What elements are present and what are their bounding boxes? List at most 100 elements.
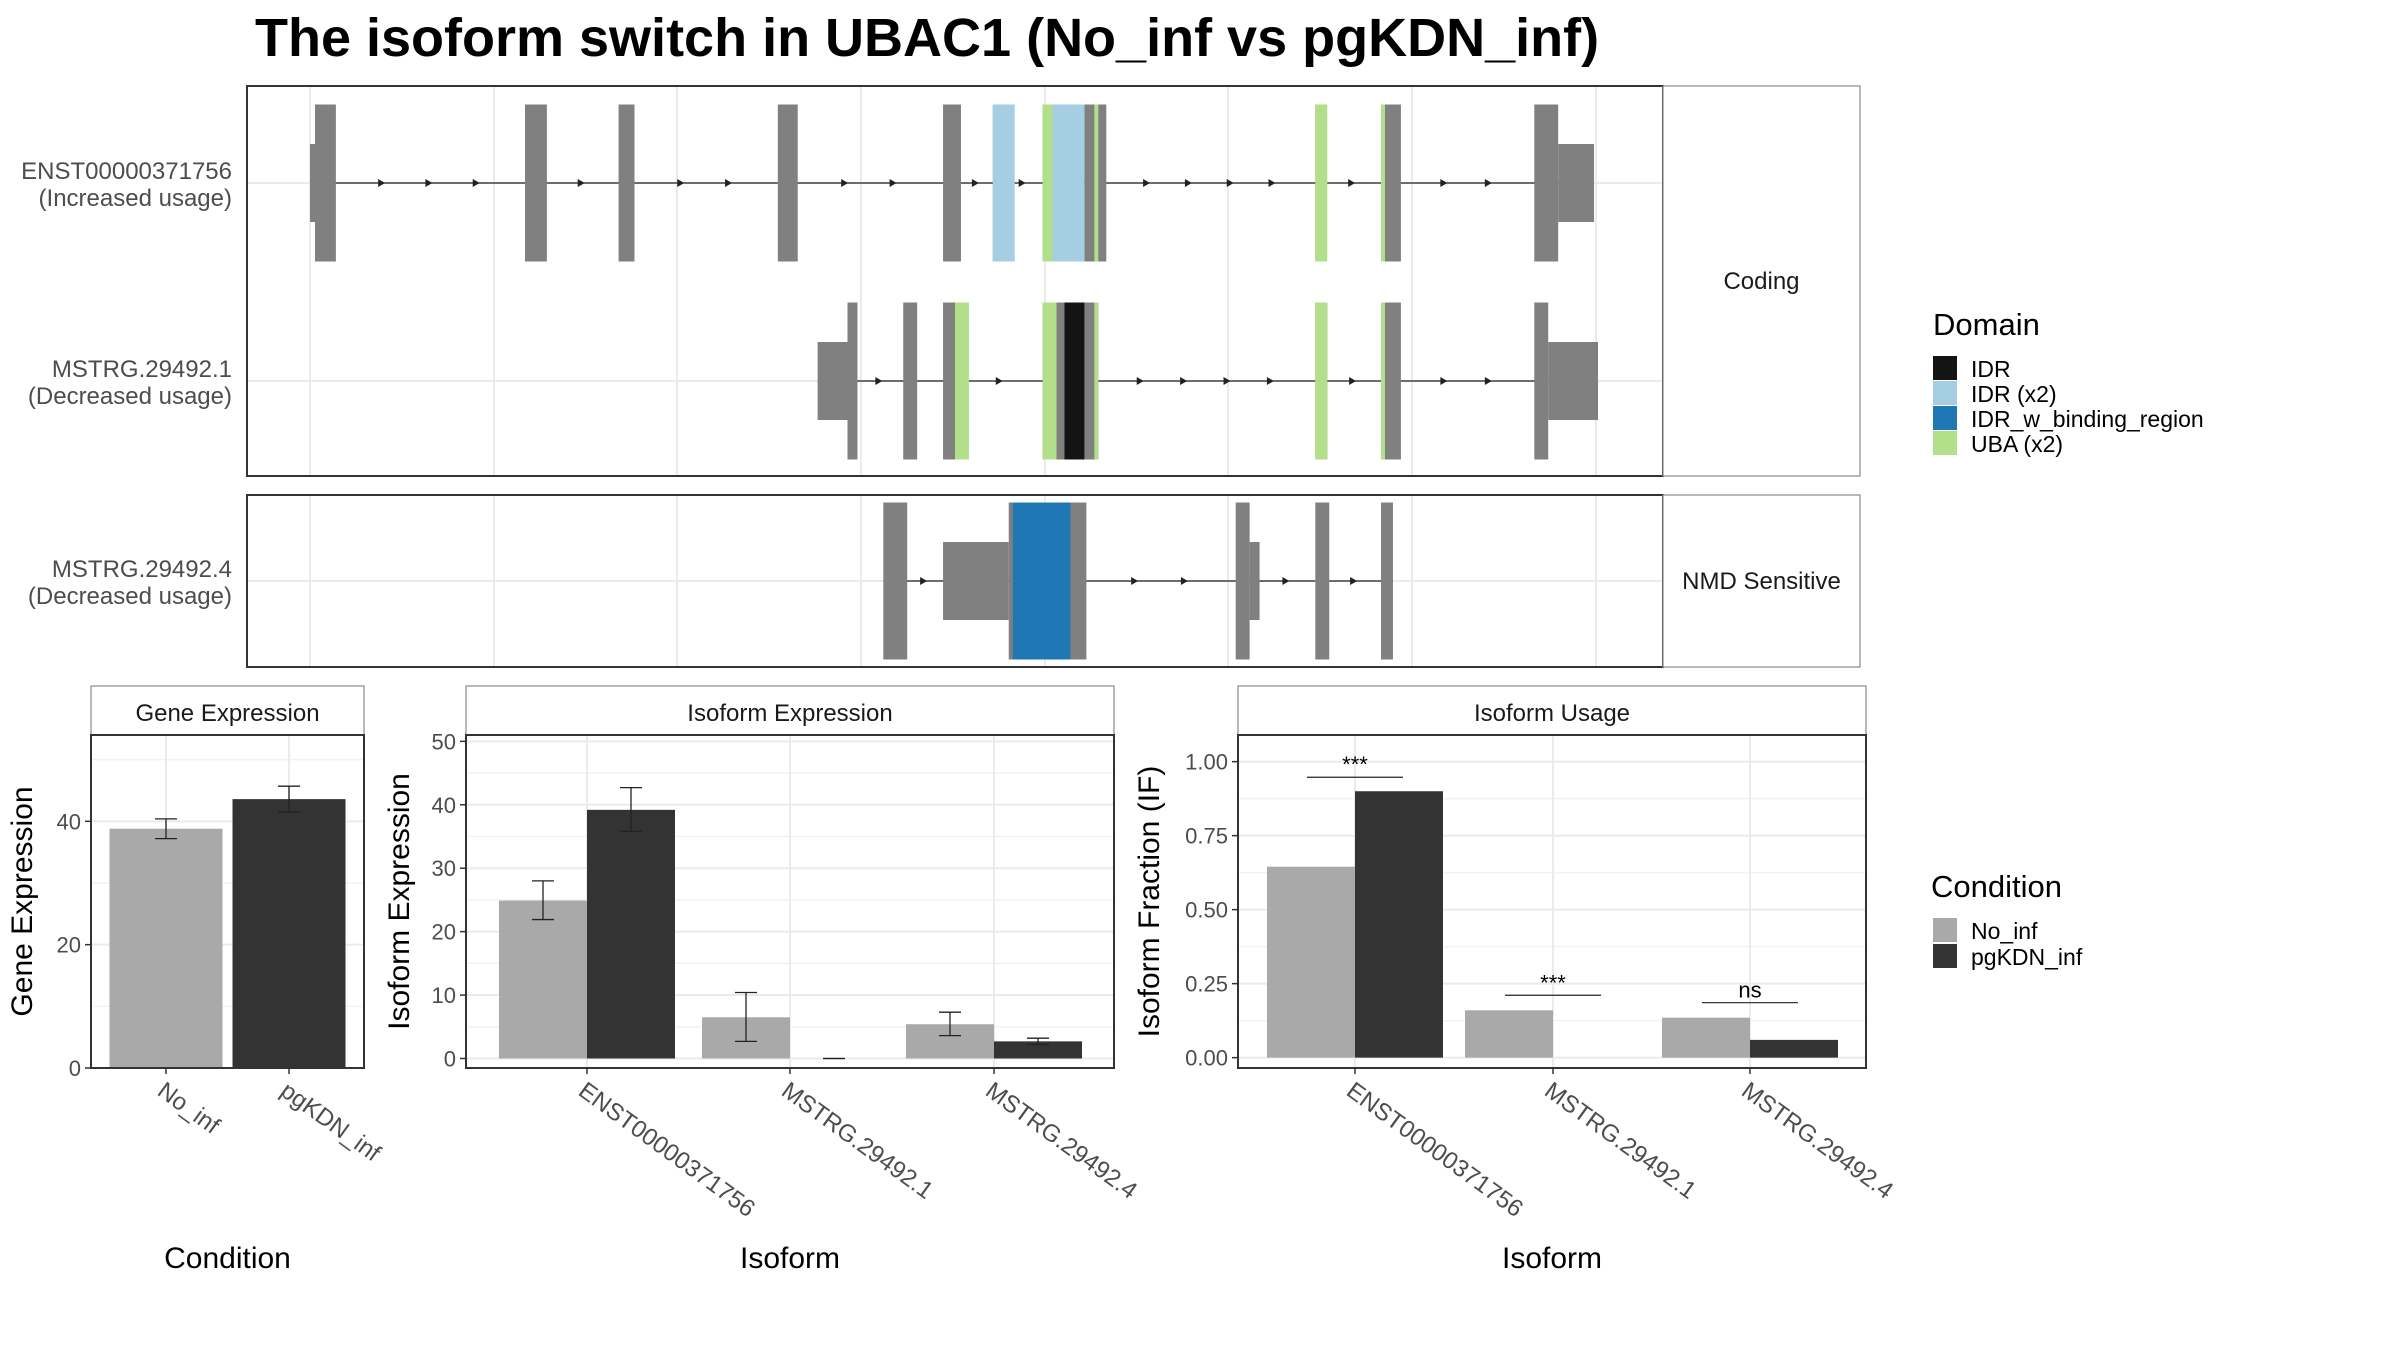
y-tick-label: 0 bbox=[444, 1046, 456, 1071]
plot-border bbox=[1237, 734, 1867, 1069]
x-tick-label: ENST00000371756 bbox=[1341, 1077, 1527, 1223]
coding-exon bbox=[883, 502, 908, 660]
x-axis-title: Isoform bbox=[1502, 1242, 1602, 1275]
domain-block bbox=[954, 302, 969, 460]
coding-exon bbox=[314, 104, 336, 262]
domain-legend-swatch bbox=[1933, 406, 1957, 430]
coding-exon bbox=[1534, 104, 1559, 262]
y-tick-label: 0 bbox=[69, 1056, 81, 1081]
y-tick-label: 20 bbox=[57, 933, 81, 958]
y-tick-label: 0.50 bbox=[1185, 898, 1228, 923]
domain-legend-swatch bbox=[1933, 356, 1957, 380]
y-tick-label: 30 bbox=[432, 856, 456, 881]
intron-arrow bbox=[1180, 577, 1188, 585]
bar bbox=[587, 809, 675, 1059]
intron-arrow bbox=[995, 377, 1003, 385]
x-tick-label: MSTRG.29492.1 bbox=[1539, 1077, 1701, 1205]
intron-arrow bbox=[1348, 179, 1356, 187]
domain-legend-swatch bbox=[1933, 431, 1957, 455]
chart-strip bbox=[465, 685, 1115, 736]
intron-arrow bbox=[971, 179, 979, 187]
y-tick-label: 20 bbox=[432, 920, 456, 945]
intron-arrow bbox=[1136, 377, 1144, 385]
y-tick-label: 1.00 bbox=[1185, 750, 1228, 775]
y-axis-title: Isoform Fraction (IF) bbox=[1133, 766, 1166, 1038]
isoform-usage-label: (Decreased usage) bbox=[28, 383, 232, 410]
utr-exon bbox=[1558, 144, 1595, 222]
intron-arrow bbox=[1223, 377, 1231, 385]
intron-arrow bbox=[1349, 377, 1357, 385]
domain-legend-label: IDR (x2) bbox=[1971, 381, 2057, 407]
bar bbox=[1750, 1039, 1838, 1058]
coding-exon bbox=[1235, 502, 1250, 660]
significance-label: *** bbox=[1540, 970, 1566, 995]
intron-arrow bbox=[1266, 377, 1274, 385]
plot-border bbox=[90, 734, 365, 1069]
domain-block bbox=[1012, 502, 1071, 660]
coding-exon bbox=[777, 104, 798, 262]
domain-block bbox=[1094, 104, 1099, 262]
isoform-usage-label: (Decreased usage) bbox=[28, 583, 232, 610]
x-tick-label: MSTRG.29492.4 bbox=[980, 1077, 1142, 1205]
x-tick-label: No_inf bbox=[152, 1077, 224, 1140]
intron-arrow bbox=[725, 179, 733, 187]
domain-block bbox=[1042, 104, 1053, 262]
chart-strip bbox=[1237, 685, 1867, 736]
bar-chart bbox=[1232, 685, 1867, 1074]
x-axis-title: Isoform bbox=[740, 1242, 840, 1275]
utr-exon bbox=[1548, 342, 1598, 420]
coding-exon bbox=[1381, 502, 1393, 660]
isoform-id-label: MSTRG.29492.4 bbox=[52, 556, 232, 583]
y-tick-label: 40 bbox=[432, 793, 456, 818]
x-tick-label: pgKDN_inf bbox=[275, 1077, 385, 1167]
coding-exon bbox=[524, 104, 547, 262]
y-tick-label: 0.25 bbox=[1185, 972, 1228, 997]
coding-exon bbox=[847, 302, 858, 460]
intron-arrow bbox=[1440, 377, 1448, 385]
isoform-id-label: MSTRG.29492.1 bbox=[52, 356, 232, 383]
intron-arrow bbox=[1268, 179, 1276, 187]
domain-block bbox=[1052, 104, 1085, 262]
domain-legend-label: UBA (x2) bbox=[1971, 431, 2063, 457]
intron-arrow bbox=[1484, 377, 1492, 385]
facet-strip-label: Coding bbox=[1723, 268, 1799, 295]
domain-block bbox=[1064, 302, 1085, 460]
utr-exon bbox=[817, 342, 848, 420]
isoform-id-label: ENST00000371756 bbox=[21, 158, 232, 185]
domain-block bbox=[1042, 302, 1057, 460]
condition-legend-label: No_inf bbox=[1971, 918, 2038, 944]
domain-legend-label: IDR bbox=[1971, 356, 2011, 382]
domain-block bbox=[1315, 104, 1328, 262]
intron-arrow bbox=[472, 179, 480, 187]
utr-exon bbox=[1249, 542, 1260, 620]
domain-block bbox=[1094, 302, 1099, 460]
y-tick-label: 40 bbox=[57, 809, 81, 834]
y-tick-label: 0.75 bbox=[1185, 824, 1228, 849]
domain-block bbox=[1381, 104, 1385, 262]
intron-arrow bbox=[1184, 179, 1192, 187]
intron-arrow bbox=[920, 577, 928, 585]
bar bbox=[1267, 866, 1355, 1058]
isoform-usage-label: (Increased usage) bbox=[39, 185, 232, 212]
domain-block bbox=[1381, 302, 1385, 460]
domain-legend-label: IDR_w_binding_region bbox=[1971, 406, 2204, 432]
coding-exon bbox=[1315, 502, 1330, 660]
intron-arrow bbox=[1143, 179, 1151, 187]
coding-exon bbox=[1534, 302, 1549, 460]
x-tick-label: MSTRG.29492.1 bbox=[776, 1077, 938, 1205]
intron-arrow bbox=[841, 179, 849, 187]
domain-block bbox=[1315, 302, 1328, 460]
domain-legend-swatch bbox=[1933, 381, 1957, 405]
facet-strip-label: NMD Sensitive bbox=[1682, 568, 1841, 595]
figure-title: The isoform switch in UBAC1 (No_inf vs p… bbox=[255, 8, 1599, 68]
coding-exon bbox=[1381, 302, 1401, 460]
intron-arrow bbox=[875, 377, 883, 385]
facet-strip bbox=[1662, 494, 1861, 668]
intron-arrow bbox=[1484, 179, 1492, 187]
chart-title: Gene Expression bbox=[135, 700, 319, 727]
significance-label: ns bbox=[1738, 978, 1761, 1003]
domain-legend-title: Domain bbox=[1933, 307, 2040, 342]
facet-strip bbox=[1662, 85, 1861, 477]
structure-panel bbox=[246, 85, 1861, 477]
